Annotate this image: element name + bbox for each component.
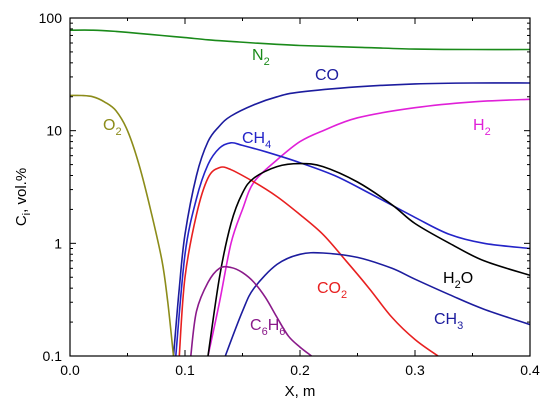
plot-frame bbox=[69, 17, 531, 357]
series-line-co bbox=[172, 82, 530, 356]
series-label-c6h6: C6H6 bbox=[250, 317, 285, 338]
series-label-main: H bbox=[443, 270, 455, 287]
series-label-sub2: 6 bbox=[279, 326, 285, 338]
series-label-sub: 2 bbox=[485, 126, 491, 138]
x-tick-label: 0.2 bbox=[290, 362, 310, 378]
series-lines bbox=[70, 29, 530, 356]
series-label-ch4: CH4 bbox=[242, 130, 271, 151]
series-label-o2: O2 bbox=[103, 117, 122, 138]
series-label-sub: 2 bbox=[264, 56, 270, 68]
x-axis-title: X, m bbox=[285, 383, 316, 400]
series-line-n2 bbox=[70, 29, 530, 51]
y-axis-title-main: C bbox=[13, 215, 30, 226]
series-label-tail: O bbox=[461, 270, 473, 287]
series-label-main: CH bbox=[434, 311, 457, 328]
series-label-main: CO bbox=[317, 280, 341, 297]
series-label-sub: 2 bbox=[341, 289, 347, 301]
series-label-main: CO bbox=[315, 67, 339, 84]
series-label-tail: H bbox=[268, 317, 280, 334]
series-label-h2: H2 bbox=[473, 117, 491, 138]
series-label-sub: 6 bbox=[262, 326, 268, 338]
series-line-ch4 bbox=[175, 141, 530, 356]
series-label-main: N bbox=[252, 47, 264, 64]
y-axis-title: Ci, vol.% bbox=[13, 168, 33, 226]
series-label-co2: CO2 bbox=[317, 280, 347, 301]
series-label-ch3: CH3 bbox=[434, 311, 463, 332]
series-line-o2 bbox=[70, 94, 175, 356]
x-tick-label: 0.1 bbox=[175, 362, 195, 378]
series-line-co2 bbox=[178, 166, 439, 356]
series-label-main: O bbox=[103, 117, 115, 134]
series-label-h2o: H2O bbox=[443, 270, 473, 291]
y-tick-label: 10 bbox=[46, 123, 62, 139]
y-tick-label: 0.1 bbox=[43, 348, 63, 364]
series-label-main: CH bbox=[242, 130, 265, 147]
series-line-h2o bbox=[207, 162, 530, 356]
series-label-sub: 2 bbox=[455, 279, 461, 291]
y-tick-label: 1 bbox=[54, 235, 62, 251]
y-tick-label: 100 bbox=[39, 10, 63, 26]
series-line-c6h6 bbox=[190, 265, 312, 356]
series-line-ch3 bbox=[224, 251, 530, 356]
series-label-sub: 3 bbox=[457, 320, 463, 332]
series-label-main: H bbox=[473, 117, 485, 134]
series-label-co: CO bbox=[315, 67, 339, 84]
x-tick-label: 0.4 bbox=[520, 362, 540, 378]
series-line-h2 bbox=[207, 98, 530, 356]
y-axis-title-sub: i bbox=[21, 213, 33, 215]
axis-ticks bbox=[69, 17, 531, 357]
series-label-n2: N2 bbox=[252, 47, 270, 68]
x-tick-label: 0.0 bbox=[60, 362, 80, 378]
series-label-main: C bbox=[250, 317, 262, 334]
x-tick-label: 0.3 bbox=[405, 362, 425, 378]
series-label-sub: 2 bbox=[115, 126, 121, 138]
series-label-sub: 4 bbox=[265, 139, 271, 151]
y-axis-title-rest: , vol.% bbox=[13, 168, 30, 213]
